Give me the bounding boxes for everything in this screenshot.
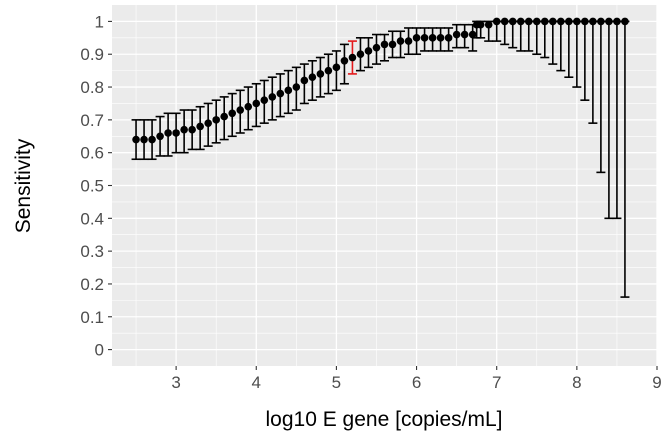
- x-tick-label: 5: [332, 373, 341, 392]
- data-point: [597, 17, 605, 26]
- data-point: [324, 66, 333, 75]
- data-point: [524, 17, 533, 26]
- data-point: [244, 102, 253, 111]
- y-tick-label: 0.3: [80, 242, 104, 261]
- y-tick-label: 0.1: [80, 308, 104, 327]
- data-point: [484, 20, 493, 29]
- data-point: [276, 89, 285, 98]
- data-point: [589, 17, 597, 26]
- y-tick-label: 0.9: [80, 45, 104, 64]
- y-tick-label: 0.8: [80, 78, 104, 97]
- data-point: [300, 76, 309, 85]
- x-tick-label: 6: [412, 373, 421, 392]
- data-point: [316, 70, 325, 78]
- x-tick-label: 3: [171, 373, 180, 392]
- data-point: [308, 73, 317, 81]
- data-point: [508, 17, 517, 26]
- data-point: [292, 83, 301, 91]
- data-point: [212, 116, 220, 124]
- data-point: [148, 135, 156, 144]
- data-point: [500, 17, 509, 26]
- data-point: [557, 17, 565, 26]
- x-tick-label: 8: [572, 373, 581, 392]
- data-point: [444, 34, 453, 42]
- y-tick-label: 0.2: [80, 275, 104, 294]
- data-point: [284, 86, 293, 95]
- data-point: [605, 17, 613, 26]
- data-point: [204, 119, 212, 127]
- data-point: [164, 129, 172, 137]
- data-point: [260, 96, 269, 104]
- data-point: [172, 129, 180, 137]
- data-point: [428, 34, 437, 42]
- data-point: [613, 17, 621, 26]
- y-axis-title: Sensitivity: [12, 138, 35, 233]
- data-point: [252, 99, 261, 108]
- data-point: [188, 125, 196, 134]
- data-point: [372, 43, 381, 52]
- data-point: [228, 109, 237, 118]
- data-point: [396, 37, 405, 45]
- data-point: [516, 17, 525, 26]
- y-axis: 0 0.1 0.2 0.3 0.4 0.5 0.6 0.7 0.8 0.9 1: [80, 12, 112, 360]
- data-point: [380, 40, 389, 49]
- data-point: [404, 37, 413, 45]
- data-point: [549, 17, 557, 26]
- minor-grid: [112, 5, 657, 366]
- data-point: [348, 53, 357, 62]
- data-point: [156, 132, 164, 141]
- data-point: [420, 34, 429, 42]
- data-point: [468, 30, 477, 39]
- data-point: [532, 17, 541, 26]
- y-tick-label: 0.6: [80, 144, 104, 163]
- data-point: [268, 93, 277, 101]
- data-point: [476, 20, 485, 29]
- y-tick-label: 0.5: [80, 177, 104, 196]
- data-point: [412, 34, 421, 42]
- data-point: [460, 30, 469, 39]
- data-point: [452, 30, 461, 39]
- x-axis: 3 4 5 6 7 8 9: [171, 366, 662, 392]
- data-marks: [131, 17, 630, 298]
- data-point: [573, 17, 581, 26]
- y-tick-label: 0: [95, 341, 104, 360]
- data-point: [540, 17, 549, 26]
- y-tick-label: 1: [95, 12, 104, 31]
- x-tick-label: 9: [652, 373, 661, 392]
- data-point: [356, 50, 365, 59]
- data-point: [220, 112, 229, 121]
- data-point: [436, 34, 445, 42]
- data-point: [565, 17, 573, 26]
- data-point: [332, 63, 341, 72]
- data-point: [492, 17, 501, 26]
- x-tick-label: 4: [252, 373, 261, 392]
- data-point: [364, 47, 373, 55]
- major-grid: [112, 5, 658, 366]
- data-point: [236, 106, 245, 114]
- data-point: [140, 135, 148, 144]
- data-point: [340, 56, 349, 65]
- data-point: [388, 40, 397, 49]
- data-point: [196, 122, 204, 131]
- data-point: [132, 135, 140, 144]
- data-point: [581, 17, 589, 26]
- y-tick-label: 0.4: [80, 209, 104, 228]
- x-axis-title: log10 E gene [copies/mL]: [266, 408, 503, 431]
- data-point: [180, 125, 188, 134]
- y-tick-label: 0.7: [80, 111, 104, 130]
- data-point: [621, 17, 629, 26]
- x-tick-label: 7: [492, 373, 501, 392]
